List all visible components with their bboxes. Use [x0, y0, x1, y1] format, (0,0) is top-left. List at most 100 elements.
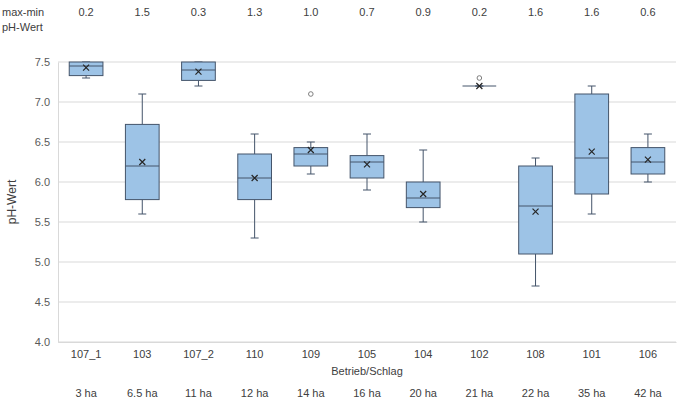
- box-group: [350, 134, 384, 190]
- area-label: 35 ha: [578, 387, 606, 399]
- boxes: [69, 62, 665, 286]
- max-min-value: 0.7: [359, 6, 374, 18]
- whisker-low: [535, 254, 536, 286]
- whisker-low: [647, 174, 648, 182]
- whisker-high: [367, 134, 368, 156]
- max-min-value: 0.2: [472, 6, 487, 18]
- box: [631, 148, 665, 174]
- y-tick: 7.5: [35, 56, 58, 68]
- grid-line: [58, 342, 676, 343]
- outlier: [309, 92, 314, 97]
- y-tick: 4.5: [35, 296, 58, 308]
- whisker-low-cap: [419, 222, 427, 223]
- grid-line: [58, 62, 676, 63]
- whisker-low-cap: [644, 182, 652, 183]
- area-label: 22 ha: [522, 387, 550, 399]
- whisker-high-cap: [307, 142, 315, 143]
- x-axis-line: [59, 342, 677, 343]
- mean-marker: [308, 147, 314, 153]
- area-label: 21 ha: [466, 387, 494, 399]
- y-tick-label: 5.5: [35, 216, 50, 228]
- whisker-high-cap: [363, 134, 371, 135]
- x-tick: 107_1: [71, 342, 102, 360]
- whisker-low-cap: [588, 214, 596, 215]
- box-group: [125, 94, 159, 214]
- whisker-high: [310, 142, 311, 148]
- median: [294, 154, 328, 155]
- max-min-value: 1.3: [247, 6, 262, 18]
- mean-marker: [83, 65, 89, 71]
- y-tick: 4.0: [35, 336, 58, 348]
- median: [519, 206, 553, 207]
- whisker-low: [310, 166, 311, 174]
- x-tick: 105: [358, 342, 376, 360]
- max-min-value: 0.2: [78, 6, 93, 18]
- y-tick-label: 4.0: [35, 336, 50, 348]
- whisker-low: [591, 194, 592, 214]
- x-tick-label: 106: [639, 348, 657, 360]
- whisker-high: [142, 94, 143, 124]
- box-group: [463, 76, 497, 89]
- box-group: [519, 158, 553, 286]
- mean-marker: [589, 149, 595, 155]
- mean-marker: [195, 69, 201, 75]
- x-axis-title: Betrieb/Schlag: [331, 365, 403, 377]
- x-tick: 104: [414, 342, 432, 360]
- box: [294, 148, 328, 166]
- mean-marker: [252, 175, 258, 181]
- box: [575, 94, 609, 194]
- y-tick: 6.0: [35, 176, 58, 188]
- y-tick-label: 4.5: [35, 296, 50, 308]
- box-group: [182, 62, 216, 86]
- box-group: [575, 86, 609, 214]
- y-tick-label: 5.0: [35, 256, 50, 268]
- grid-line: [58, 262, 676, 263]
- x-tick-label: 102: [470, 348, 488, 360]
- x-tick-label: 105: [358, 348, 376, 360]
- whisker-high: [535, 158, 536, 166]
- outlier: [477, 76, 482, 81]
- grid: [58, 62, 676, 342]
- x-tick: 107_2: [183, 342, 214, 360]
- box-group: [294, 92, 328, 174]
- x-tick-label: 108: [526, 348, 544, 360]
- whisker-high-cap: [419, 150, 427, 151]
- whisker-high: [254, 134, 255, 154]
- median: [125, 166, 159, 167]
- median: [182, 70, 216, 71]
- max-min-value: 0.6: [640, 6, 655, 18]
- whisker-low: [367, 178, 368, 190]
- area-label: 6.5 ha: [127, 387, 158, 399]
- whisker-low-cap: [532, 286, 540, 287]
- y-axis-line: [58, 63, 59, 343]
- mean-marker: [533, 209, 539, 215]
- y-tick-label: 7.0: [35, 96, 50, 108]
- box: [406, 182, 440, 208]
- max-min-title: max-min: [2, 6, 44, 18]
- max-min-value: 0.9: [416, 6, 431, 18]
- box-group: [631, 134, 665, 182]
- whisker-low: [198, 80, 199, 86]
- whisker-high-cap: [532, 158, 540, 159]
- max-min-value: 1.6: [584, 6, 599, 18]
- median: [69, 66, 103, 67]
- x-tick: 110: [246, 342, 264, 360]
- grid-line: [58, 222, 676, 223]
- x-tick: 102: [470, 342, 488, 360]
- x-tick-label: 107_2: [183, 348, 214, 360]
- max-min-value: 1.0: [303, 6, 318, 18]
- box: [519, 166, 553, 254]
- whisker-high: [591, 86, 592, 94]
- whisker-low-cap: [194, 86, 202, 87]
- y-tick-label: 6.5: [35, 136, 50, 148]
- box-group: [406, 150, 440, 222]
- chart: 4.04.55.05.56.06.57.07.5pH-Wert107_11031…: [0, 0, 686, 407]
- whisker-high-cap: [251, 134, 259, 135]
- area-label: 20 ha: [409, 387, 437, 399]
- area-label: 3 ha: [75, 387, 97, 399]
- area-label: 11 ha: [185, 387, 213, 399]
- mean-marker: [420, 191, 426, 197]
- mean-marker: [364, 161, 370, 167]
- x-tick: 103: [133, 342, 151, 360]
- whisker-low: [254, 200, 255, 238]
